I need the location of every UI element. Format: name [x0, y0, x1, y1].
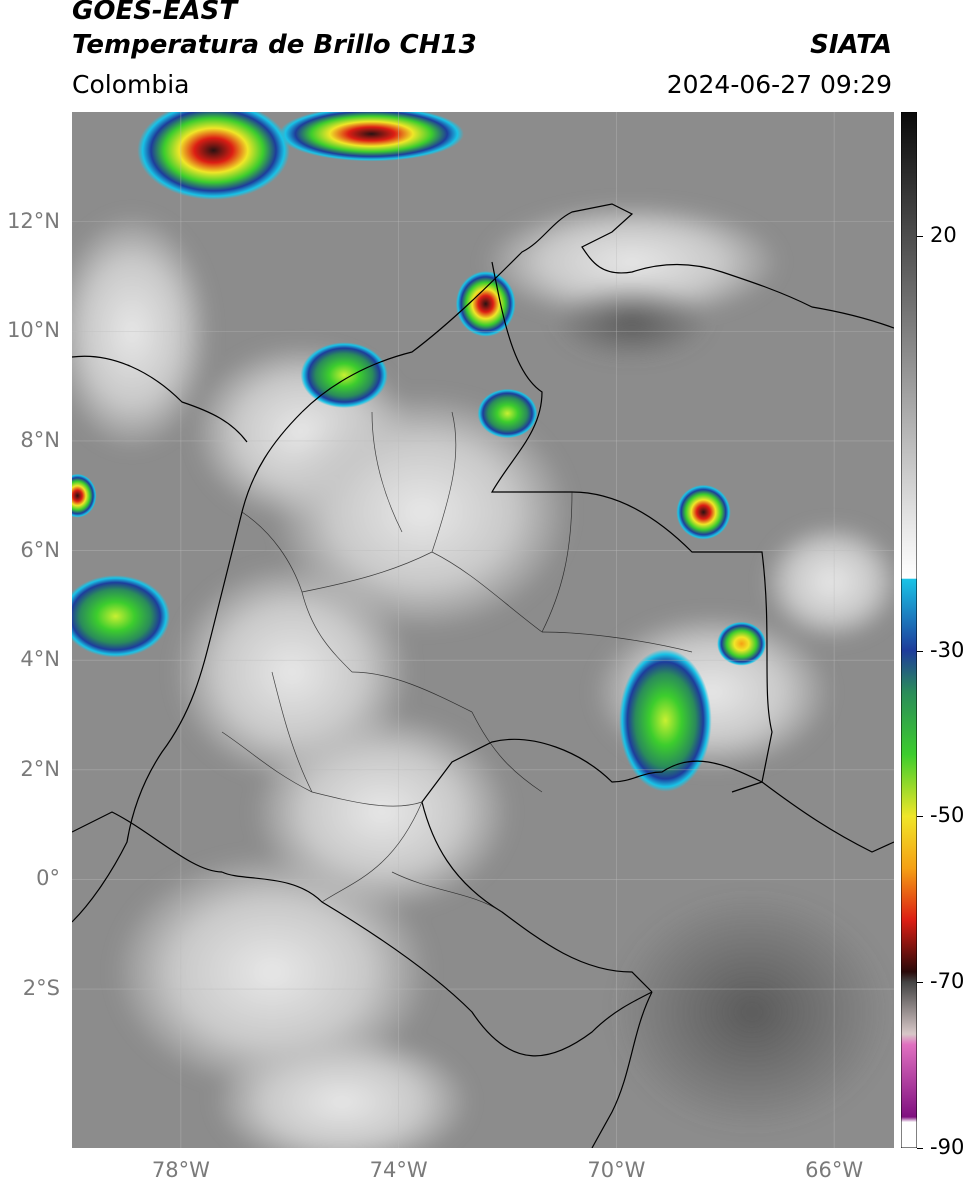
caribbean-coast: [301, 203, 894, 413]
organization-label: SIATA: [810, 30, 892, 60]
storm-cell: [300, 342, 388, 408]
guyana-coast: [761, 781, 894, 853]
cloud-texture: [72, 202, 894, 1148]
colorbar-tick-label: -50: [930, 803, 965, 828]
lat-tick-label: 8°N: [20, 427, 60, 452]
region-label: Colombia: [72, 70, 190, 99]
storm-cell: [278, 112, 464, 162]
storm-cell: [477, 388, 538, 439]
colorbar-tick-mark: [917, 650, 923, 652]
satellite-title: GOES-EAST: [72, 0, 238, 26]
product-title: Temperatura de Brillo CH13: [72, 30, 477, 60]
colorbar-tick-label: -70: [930, 969, 965, 994]
panama-isthmus: [72, 355, 248, 443]
colorbar-tick-label: -90: [930, 1135, 965, 1159]
lon-tick-label: 78°W: [151, 1158, 210, 1182]
storm-cell: [72, 575, 170, 658]
colombia-peru-border: [221, 871, 653, 1057]
department-borders: [221, 411, 693, 913]
pacific-coast: [72, 411, 303, 923]
colorbar-tick-mark: [917, 982, 923, 984]
graticule: [72, 112, 894, 1148]
lat-tick-label: 12°N: [7, 208, 60, 233]
colombia-venezuela-border: [490, 261, 773, 793]
lat-tick-label: 10°N: [7, 318, 60, 343]
colorbar-tick-mark: [917, 1148, 923, 1149]
storm-cell: [717, 621, 767, 666]
lon-tick-label: 74°W: [369, 1158, 428, 1182]
lat-tick-label: 0°: [36, 866, 60, 891]
country-borders: [72, 203, 894, 1148]
lat-tick-label: 6°N: [20, 537, 60, 562]
lat-tick-label: 4°N: [20, 647, 60, 672]
colorbar-tick-label: -30: [930, 637, 965, 662]
lat-tick-label: 2°N: [20, 756, 60, 781]
lon-tick-label: 66°W: [805, 1158, 864, 1182]
colombia-brazil-border: [421, 738, 763, 993]
colorbar-tick-label: 20: [930, 223, 957, 248]
storm-cell: [619, 649, 712, 792]
storm-cell: [676, 484, 731, 540]
colorbar-tick-mark: [917, 236, 923, 238]
storm-cell: [72, 473, 97, 518]
lat-tick-label: 2°S: [22, 976, 60, 1001]
storm-cell: [137, 112, 290, 200]
colorbar: [901, 112, 917, 1148]
storm-cells: [72, 112, 767, 792]
ecuador-border: [72, 811, 223, 873]
satellite-map[interactable]: [72, 112, 894, 1148]
lon-tick-label: 70°W: [587, 1158, 646, 1182]
storm-cell: [455, 270, 516, 337]
timestamp-label: 2024-06-27 09:29: [666, 70, 892, 99]
colorbar-tick-mark: [917, 816, 923, 818]
peru-brazil-border: [591, 991, 653, 1148]
